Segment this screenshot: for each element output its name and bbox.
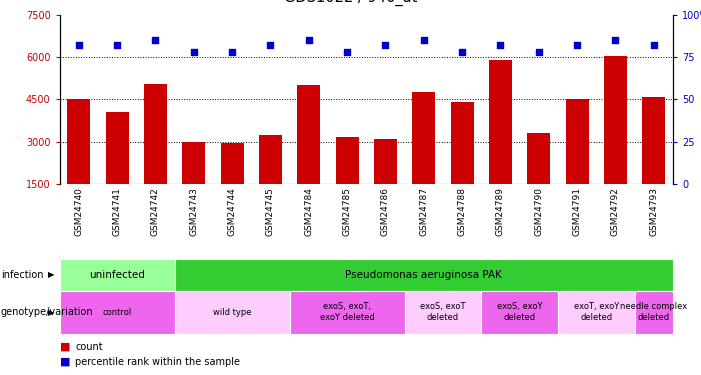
Text: GSM24791: GSM24791 [573, 188, 582, 237]
Text: exoS, exoT
deleted: exoS, exoT deleted [420, 303, 465, 322]
Point [73, 42, 84, 48]
Bar [451, 102, 474, 226]
Text: wild type: wild type [213, 308, 252, 316]
Text: GSM24792: GSM24792 [611, 188, 620, 236]
Text: ▶: ▶ [48, 308, 55, 316]
Text: GSM24786: GSM24786 [381, 188, 390, 237]
Point [456, 49, 468, 55]
Text: GDS1022 / 946_at: GDS1022 / 946_at [284, 0, 417, 6]
Text: GSM24788: GSM24788 [458, 188, 467, 237]
Point [265, 42, 276, 48]
Point [495, 42, 506, 48]
Text: ■: ■ [60, 357, 70, 367]
Point [188, 49, 199, 55]
Point [571, 42, 583, 48]
Text: ■: ■ [60, 342, 70, 352]
Bar [144, 84, 167, 226]
Text: GSM24784: GSM24784 [304, 188, 313, 236]
Bar [642, 97, 665, 226]
Text: infection: infection [1, 270, 43, 280]
Text: exoS, exoY
deleted: exoS, exoY deleted [497, 303, 543, 322]
Point [648, 42, 660, 48]
Text: GSM24745: GSM24745 [266, 188, 275, 236]
Bar [106, 112, 128, 226]
Point [111, 42, 123, 48]
Text: control: control [102, 308, 132, 316]
Bar [336, 137, 359, 226]
Point [226, 49, 238, 55]
Text: GSM24740: GSM24740 [74, 188, 83, 236]
Bar [259, 135, 282, 226]
Bar [297, 86, 320, 226]
Point [418, 38, 430, 44]
Text: needle complex
deleted: needle complex deleted [620, 303, 688, 322]
Bar [566, 99, 589, 226]
Text: GSM24743: GSM24743 [189, 188, 198, 236]
Text: exoS, exoT,
exoY deleted: exoS, exoT, exoY deleted [320, 303, 374, 322]
Point [380, 42, 391, 48]
Text: Pseudomonas aeruginosa PAK: Pseudomonas aeruginosa PAK [346, 270, 502, 280]
Bar [604, 56, 627, 226]
Bar [412, 92, 435, 226]
Text: GSM24787: GSM24787 [419, 188, 428, 237]
Bar [489, 60, 512, 226]
Point [341, 49, 353, 55]
Text: GSM24790: GSM24790 [534, 188, 543, 237]
Text: exoT, exoY
deleted: exoT, exoY deleted [573, 303, 619, 322]
Text: GSM24742: GSM24742 [151, 188, 160, 236]
Point [150, 38, 161, 44]
Bar [182, 142, 205, 226]
Text: GSM24789: GSM24789 [496, 188, 505, 237]
Text: genotype/variation: genotype/variation [1, 307, 93, 317]
Bar [374, 139, 397, 226]
Point [303, 38, 314, 44]
Text: GSM24744: GSM24744 [228, 188, 237, 236]
Text: ▶: ▶ [48, 270, 55, 279]
Point [533, 49, 545, 55]
Bar [221, 143, 244, 226]
Text: GSM24741: GSM24741 [113, 188, 121, 236]
Text: uninfected: uninfected [89, 270, 145, 280]
Text: GSM24793: GSM24793 [649, 188, 658, 237]
Text: percentile rank within the sample: percentile rank within the sample [75, 357, 240, 367]
Bar [527, 133, 550, 226]
Text: GSM24785: GSM24785 [343, 188, 352, 237]
Point [610, 38, 621, 44]
Bar [67, 99, 90, 226]
Text: count: count [75, 342, 102, 352]
